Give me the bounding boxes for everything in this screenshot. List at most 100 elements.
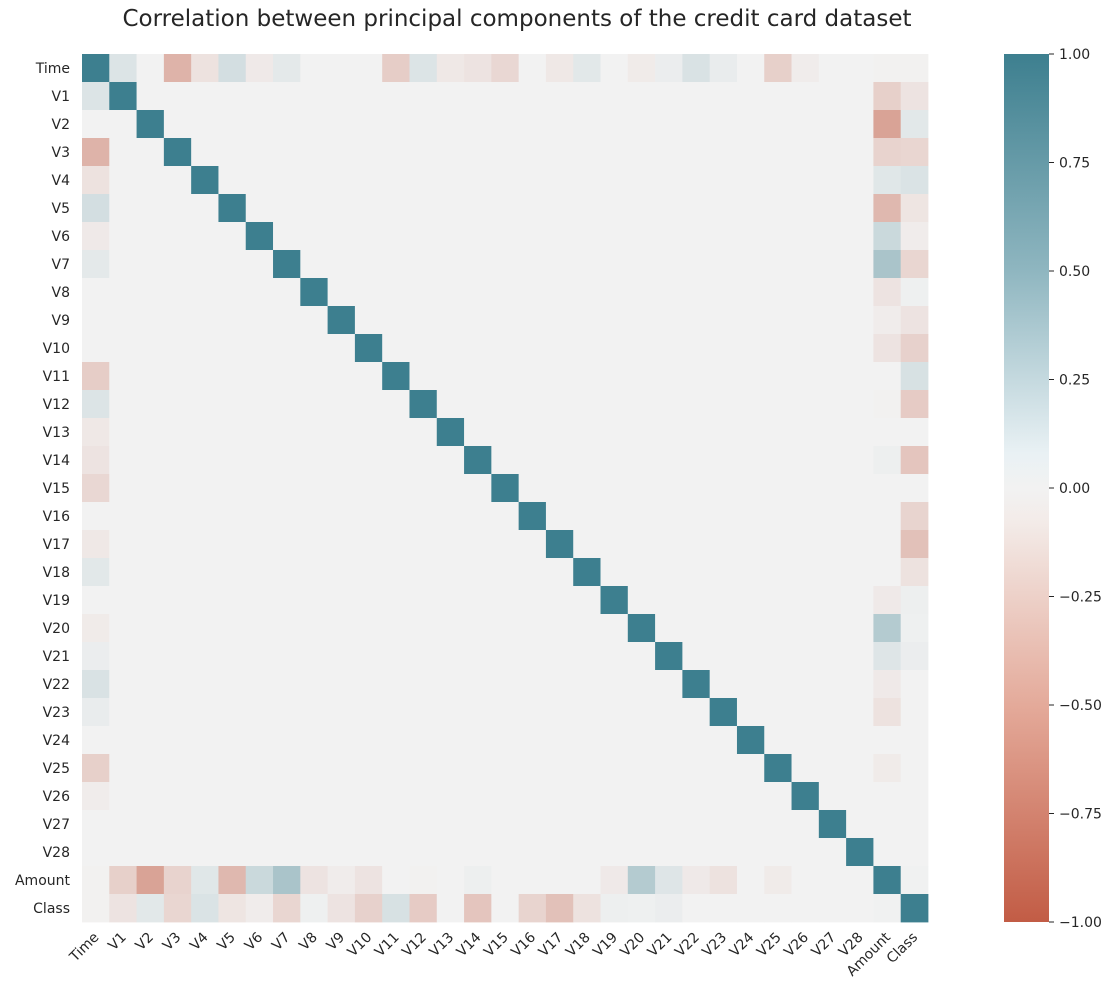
heatmap-cell-V14-V17 <box>545 446 574 475</box>
heatmap-cell-Class-V2 <box>136 894 165 923</box>
heatmap-cell-V20-V10 <box>354 614 383 643</box>
heatmap-cell-Class-V24 <box>736 894 765 923</box>
heatmap-cell-V2-V16 <box>518 110 547 139</box>
heatmap-cell-Class-V14 <box>464 894 492 923</box>
heatmap-cell-V1-V3 <box>163 82 192 111</box>
heatmap-cell-V4-V5 <box>218 166 247 195</box>
heatmap-cell-V12-V13 <box>436 390 465 419</box>
x-tick-label-Class: Class <box>884 930 921 967</box>
heatmap-cell-V11-V24 <box>736 362 765 391</box>
heatmap-cell-V6-V27 <box>818 222 847 251</box>
heatmap-cell-V9-V5 <box>218 306 247 335</box>
x-tick-label-V1: V1 <box>105 930 129 954</box>
heatmap-cell-Amount-V8 <box>300 866 329 895</box>
heatmap-cell-V4-V18 <box>573 166 601 195</box>
heatmap-cell-V19-V12 <box>409 586 438 615</box>
y-tick-label-Amount: Amount <box>15 873 71 889</box>
heatmap-cell-V7-V17 <box>545 250 574 279</box>
heatmap-cell-V17-V12 <box>409 530 438 559</box>
heatmap-cell-V26-Time <box>82 782 110 811</box>
heatmap-cell-V13-V3 <box>163 418 192 447</box>
heatmap-cell-V27-V15 <box>491 810 520 839</box>
heatmap-cell-V16-V13 <box>436 502 465 531</box>
heatmap-cell-V6-V21 <box>655 222 683 251</box>
heatmap-cell-V22-V27 <box>818 670 847 699</box>
heatmap-cell-Class-V20 <box>627 894 656 923</box>
heatmap-cell-V23-V8 <box>300 698 329 727</box>
heatmap-cell-V28-V22 <box>682 838 711 867</box>
heatmap-cell-V9-V24 <box>736 306 765 335</box>
heatmap-cell-V24-V1 <box>109 726 137 755</box>
y-axis-tick-labels: Time V1 V2 V3 V4 V5 V6 V7 V8 V9 V10 V11 V12 V13 V14 V15… <box>15 61 71 917</box>
heatmap-cell-V26-V13 <box>436 782 465 811</box>
heatmap-cell-V3-V16 <box>518 138 547 167</box>
heatmap-cell-V11-V7 <box>273 362 301 391</box>
heatmap-cell-Class-V9 <box>327 894 356 923</box>
heatmap-cell-V27-V27 <box>818 810 847 839</box>
heatmap-cell-V25-V18 <box>573 754 601 783</box>
heatmap-cell-V5-V5 <box>218 194 247 223</box>
heatmap-cell-V21-V27 <box>818 642 847 671</box>
heatmap-cell-V16-V2 <box>136 502 165 531</box>
heatmap-cell-V26-V7 <box>273 782 301 811</box>
y-tick-label-V15: V15 <box>43 481 70 497</box>
heatmap-cell-V4-V6 <box>245 166 274 195</box>
heatmap-cell-V27-V9 <box>327 810 356 839</box>
heatmap-cell-V4-V24 <box>736 166 765 195</box>
heatmap-cell-V5-V21 <box>655 194 683 223</box>
heatmap-cell-V25-V19 <box>600 754 629 783</box>
heatmap-cell-Class-V11 <box>382 894 410 923</box>
heatmap-cell-V8-V13 <box>436 278 465 307</box>
colorbar-tick-label: 0.25 <box>1059 373 1090 389</box>
heatmap-cell-V15-V14 <box>464 474 492 503</box>
heatmap-cell-V15-V13 <box>436 474 465 503</box>
heatmap-cell-V24-V14 <box>464 726 492 755</box>
heatmap-cell-V6-V7 <box>273 222 301 251</box>
heatmap-cell-V12-V28 <box>846 390 874 419</box>
heatmap-cell-V21-V3 <box>163 642 192 671</box>
colorbar-tick-label: 0.75 <box>1059 156 1090 172</box>
heatmap-cell-V13-V2 <box>136 418 165 447</box>
heatmap-cell-V19-V23 <box>709 586 738 615</box>
heatmap-cell-V27-Time <box>82 810 110 839</box>
heatmap-cell-V12-V20 <box>627 390 656 419</box>
heatmap-cell-Amount-Class <box>900 866 929 895</box>
heatmap-cell-V15-V6 <box>245 474 274 503</box>
heatmap-cell-V2-V3 <box>163 110 192 139</box>
heatmap-cell-V27-V22 <box>682 810 711 839</box>
heatmap-cell-V12-V22 <box>682 390 711 419</box>
heatmap-cell-V18-V4 <box>191 558 219 587</box>
heatmap-cell-V26-V5 <box>218 782 247 811</box>
heatmap-cell-V10-V5 <box>218 334 247 363</box>
heatmap-cell-V12-V15 <box>491 390 520 419</box>
heatmap-cell-V6-V15 <box>491 222 520 251</box>
heatmap-cell-V9-V27 <box>818 306 847 335</box>
heatmap-cell-V10-V26 <box>791 334 820 363</box>
heatmap-cell-V7-V21 <box>655 250 683 279</box>
heatmap-cell-V12-V8 <box>300 390 329 419</box>
heatmap-cell-Amount-Amount <box>873 866 902 895</box>
heatmap-cell-V28-V14 <box>464 838 492 867</box>
heatmap-cell-V21-V12 <box>409 642 438 671</box>
heatmap-cell-V24-Class <box>900 726 929 755</box>
heatmap-cell-V28-Time <box>82 838 110 867</box>
y-tick-label-V19: V19 <box>43 593 70 609</box>
heatmap-cell-V7-V7 <box>273 250 301 279</box>
heatmap-cell-V14-V28 <box>846 446 874 475</box>
heatmap-cell-V26-V25 <box>764 782 792 811</box>
heatmap-cell-V25-V20 <box>627 754 656 783</box>
heatmap-cell-V27-V1 <box>109 810 137 839</box>
heatmap-cell-V11-Amount <box>873 362 902 391</box>
heatmap-cell-V14-V7 <box>273 446 301 475</box>
heatmap-cell-V27-V2 <box>136 810 165 839</box>
heatmap-cell-V26-V15 <box>491 782 520 811</box>
heatmap-cell-Time-V16 <box>518 54 547 83</box>
heatmap-cell-V18-V8 <box>300 558 329 587</box>
heatmap-cell-V10-V19 <box>600 334 629 363</box>
heatmap-cell-Class-V28 <box>846 894 874 923</box>
heatmap-cell-V27-V19 <box>600 810 629 839</box>
heatmap-cell-V22-V14 <box>464 670 492 699</box>
x-tick-label-V23: V23 <box>699 930 730 961</box>
y-tick-label-V12: V12 <box>43 397 70 413</box>
